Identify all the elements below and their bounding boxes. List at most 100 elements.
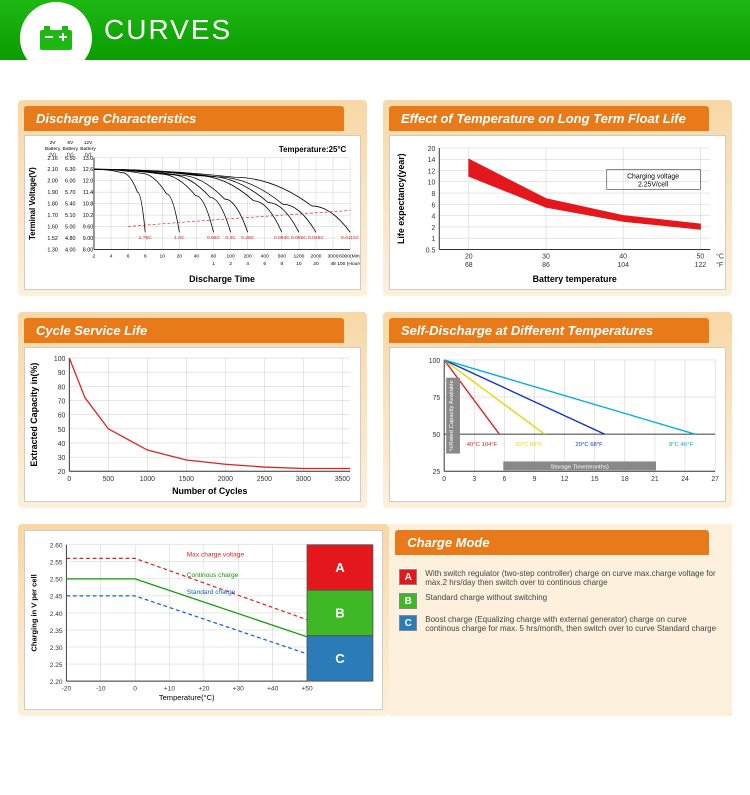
svg-text:12: 12 <box>561 476 569 483</box>
svg-text:40: 40 <box>194 253 200 259</box>
svg-text:1: 1 <box>212 261 215 267</box>
svg-text:9: 9 <box>533 476 537 483</box>
svg-text:2.60: 2.60 <box>50 543 63 550</box>
svg-text:4: 4 <box>110 253 113 259</box>
legend-item: CBoost charge (Equalizing charge with ex… <box>399 615 722 633</box>
svg-text:2000: 2000 <box>311 253 322 259</box>
panel-title: Charge Mode <box>395 530 709 555</box>
svg-text:12.6: 12.6 <box>83 167 94 173</box>
svg-text:20: 20 <box>428 146 436 153</box>
svg-text:1.80: 1.80 <box>47 202 58 208</box>
svg-text:6: 6 <box>263 261 266 267</box>
svg-text:24: 24 <box>681 476 689 483</box>
panel-chargemode: 2.602.552.502.452.402.352.302.252.20-20-… <box>18 524 389 716</box>
svg-text:200: 200 <box>244 253 252 259</box>
svg-text:-10: -10 <box>96 686 106 693</box>
svg-text:°F: °F <box>716 261 723 269</box>
svg-text:20: 20 <box>465 253 473 260</box>
svg-text:2.45: 2.45 <box>50 594 63 601</box>
svg-text:6: 6 <box>127 253 130 259</box>
svg-text:8: 8 <box>431 191 435 198</box>
svg-text:5.70: 5.70 <box>65 190 76 196</box>
svg-text:30: 30 <box>542 253 550 260</box>
svg-text:Battery: Battery <box>63 146 79 152</box>
svg-text:1.60: 1.60 <box>47 225 58 231</box>
svg-text:6V: 6V <box>67 140 74 146</box>
svg-text:9.00: 9.00 <box>83 236 94 242</box>
svg-text:10.8: 10.8 <box>83 202 94 208</box>
svg-text:°C: °C <box>716 252 724 260</box>
svg-text:3000: 3000 <box>328 253 339 259</box>
svg-text:2V: 2V <box>50 140 57 146</box>
header: CURVES <box>0 0 750 60</box>
svg-text:+10: +10 <box>164 686 175 693</box>
svg-text:1.30: 1.30 <box>47 247 58 253</box>
svg-text:Terminal Voltage(V): Terminal Voltage(V) <box>28 167 37 240</box>
svg-text:0.5: 0.5 <box>426 247 436 254</box>
svg-text:1.90: 1.90 <box>47 190 58 196</box>
svg-text:25: 25 <box>433 469 441 476</box>
legend-item: AWith switch regulator (two-step control… <box>399 569 722 587</box>
svg-text:50: 50 <box>58 427 66 434</box>
svg-text:2.50: 2.50 <box>50 577 63 584</box>
svg-text:30: 30 <box>58 455 66 462</box>
svg-text:27: 27 <box>711 476 719 483</box>
svg-text:+30: +30 <box>233 686 244 693</box>
svg-text:6000(Min): 6000(Min) <box>339 253 360 259</box>
svg-text:8.00: 8.00 <box>83 247 94 253</box>
svg-text:100: 100 <box>227 253 235 259</box>
svg-text:100 (Hours): 100 (Hours) <box>337 261 360 267</box>
svg-text:Number of Cycles: Number of Cycles <box>172 486 247 496</box>
svg-text:0.055C: 0.055C <box>291 235 307 241</box>
svg-text:2.30: 2.30 <box>50 645 63 652</box>
svg-text:5.40: 5.40 <box>65 202 76 208</box>
svg-text:100: 100 <box>54 356 66 363</box>
svg-text:5.00: 5.00 <box>65 225 76 231</box>
legend-text: Standard charge without switching <box>425 593 547 602</box>
svg-text:9.60: 9.60 <box>83 225 94 231</box>
svg-text:1.0C: 1.0C <box>174 235 185 241</box>
svg-text:6.50: 6.50 <box>65 156 76 162</box>
panels-grid: Discharge Characteristics 2VBattery(V)6V… <box>0 60 750 734</box>
svg-text:48: 48 <box>330 261 336 267</box>
svg-text:Temperature(°C): Temperature(°C) <box>159 693 215 702</box>
svg-text:12: 12 <box>428 168 436 175</box>
svg-text:80: 80 <box>58 384 66 391</box>
svg-text:0: 0 <box>133 686 137 693</box>
svg-text:2.00: 2.00 <box>47 179 58 185</box>
svg-text:Battery: Battery <box>80 146 96 152</box>
svg-text:75: 75 <box>433 395 441 402</box>
svg-text:6.00: 6.00 <box>65 179 76 185</box>
svg-text:2.55: 2.55 <box>50 560 63 567</box>
svg-text:20: 20 <box>177 253 183 259</box>
svg-text:+20: +20 <box>198 686 209 693</box>
legend-box: B <box>399 593 417 609</box>
svg-text:30°C 86°F: 30°C 86°F <box>515 442 543 448</box>
svg-text:A: A <box>335 560 345 575</box>
svg-text:1200: 1200 <box>293 253 304 259</box>
svg-text:Battery temperature: Battery temperature <box>533 274 617 284</box>
svg-text:1500: 1500 <box>179 476 194 483</box>
svg-text:15: 15 <box>591 476 599 483</box>
svg-text:Charging in V per cell: Charging in V per cell <box>29 574 38 651</box>
svg-text:%Rated Capacity Available: %Rated Capacity Available <box>449 380 455 452</box>
svg-text:68: 68 <box>465 262 473 269</box>
svg-text:40: 40 <box>619 253 627 260</box>
svg-text:50: 50 <box>697 253 705 260</box>
panel-title: Cycle Service Life <box>24 318 344 343</box>
svg-text:400: 400 <box>261 253 269 259</box>
svg-text:2.16: 2.16 <box>47 156 58 162</box>
svg-text:122: 122 <box>695 262 707 269</box>
chart-selfdischarge: 100755025036912151821242740°C 104°F30°C … <box>389 347 726 502</box>
chart-chargemode: 2.602.552.502.452.402.352.302.252.20-20-… <box>24 530 383 710</box>
svg-text:1000: 1000 <box>140 476 155 483</box>
svg-text:Max.charge voltage: Max.charge voltage <box>187 552 245 559</box>
legend-box: C <box>399 615 417 631</box>
svg-text:+40: +40 <box>267 686 278 693</box>
svg-text:C: C <box>335 651 345 666</box>
legend-text: With switch regulator (two-step controll… <box>425 569 722 587</box>
svg-text:3500: 3500 <box>335 476 350 483</box>
svg-text:Temperature:25°C: Temperature:25°C <box>279 145 347 154</box>
svg-text:10.2: 10.2 <box>83 213 94 219</box>
svg-text:5.10: 5.10 <box>65 213 76 219</box>
